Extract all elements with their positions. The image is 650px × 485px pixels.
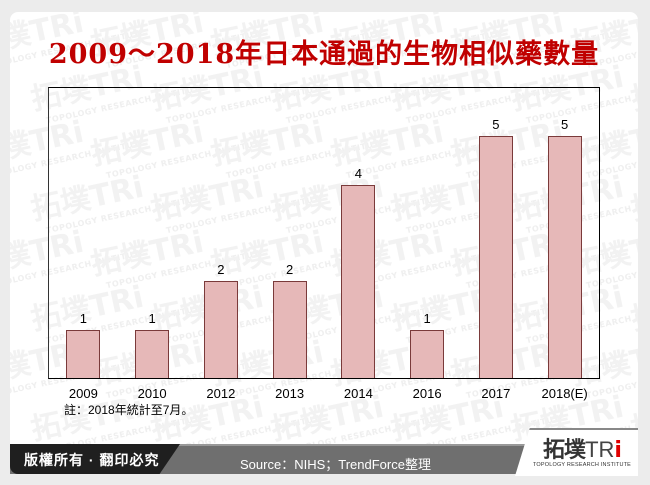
value-label: 5 (492, 117, 500, 133)
value-label: 5 (561, 117, 569, 133)
copyright-text: 版權所有 · 翻印必究 (24, 452, 160, 468)
bar-2018(E) (547, 136, 582, 378)
bar-2016 (410, 329, 445, 378)
x-tick-label: 2013 (275, 386, 305, 401)
copyright-block: 版權所有 · 翻印必究 (10, 444, 180, 474)
x-tick-label: 2009 (68, 386, 98, 401)
value-label: 1 (148, 310, 156, 326)
bar-2013 (272, 281, 307, 378)
tri-logo: 拓墣TRi TOPOLOGY RESEARCH INSTITUTE (532, 432, 632, 468)
value-label: 2 (286, 262, 294, 278)
bar-2012 (203, 281, 238, 378)
logo-subtitle: TOPOLOGY RESEARCH INSTITUTE (532, 462, 632, 468)
logo-mark: 拓墣TRi (543, 437, 622, 463)
value-label: 2 (217, 262, 225, 278)
chart-note: 註：2018年統計至7月。 (64, 403, 194, 417)
x-tick-label: 2018(E) (541, 386, 588, 401)
x-tick-label: 2012 (206, 386, 236, 401)
chart-title: 2009～2018年日本通過的生物相似藥數量 (48, 39, 600, 70)
slide-card: 拓墣TRi TOPOLOGY RESEARCH INSTITUTE 拓墣TRi TOP… (10, 12, 638, 474)
bar-2014 (341, 184, 376, 378)
plot-area: 1 2009 1 2010 2 2012 2 2013 4 2014 1 2016 5 2017 5 2018… (48, 87, 600, 401)
value-label: 4 (354, 165, 362, 181)
value-label: 1 (423, 310, 431, 326)
x-tick-label: 2017 (481, 386, 511, 401)
bar-2017 (478, 136, 513, 378)
x-tick-label: 2010 (137, 386, 167, 401)
bar-2009 (66, 329, 101, 378)
x-tick-label: 2014 (343, 386, 373, 401)
logo-panel (515, 428, 638, 476)
footer: Source：NIHS；TrendForce整理 版權所有 · 翻印必究 拓墣T… (10, 428, 638, 476)
x-tick-label: 2016 (412, 386, 442, 401)
value-label: 1 (79, 310, 87, 326)
bar-2010 (135, 329, 170, 378)
source-text: Source：NIHS；TrendForce整理 (240, 457, 431, 472)
